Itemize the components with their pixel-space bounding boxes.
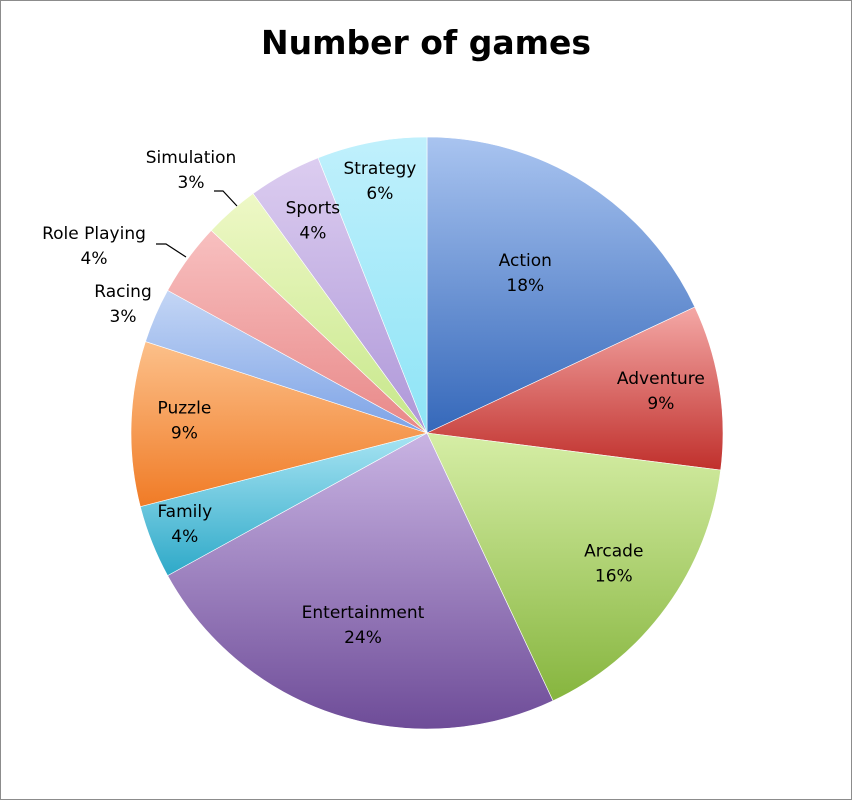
slice-label-family: Family (157, 502, 212, 522)
slice-value-role-playing: 4% (81, 249, 108, 269)
slice-value-arcade: 16% (595, 567, 633, 587)
slice-label-puzzle: Puzzle (158, 398, 212, 418)
slice-label-arcade: Arcade (584, 542, 643, 562)
pie-slice-puzzle (130, 341, 429, 507)
pie-slice-strategy (317, 136, 428, 434)
slice-value-action: 18% (506, 276, 544, 296)
slice-value-adventure: 9% (647, 394, 674, 414)
slice-value-sports: 4% (299, 224, 326, 244)
slice-label-racing: Racing (94, 282, 152, 302)
pie-slice-arcade (426, 432, 722, 702)
slice-label-action: Action (499, 251, 552, 271)
slice-label-strategy: Strategy (343, 159, 416, 179)
slice-value-racing: 3% (110, 307, 137, 327)
slice-label-sports: Sports (286, 199, 341, 219)
slice-value-puzzle: 9% (171, 423, 198, 443)
leader-line-simulation (214, 190, 238, 207)
slice-value-family: 4% (171, 527, 198, 547)
pie-slice-adventure (425, 306, 724, 471)
chart-title: Number of games (260, 23, 592, 62)
slice-label-simulation: Simulation (146, 148, 237, 168)
slice-label-adventure: Adventure (617, 369, 705, 389)
leader-line-role-playing (156, 243, 187, 258)
slice-label-role-playing: Role Playing (42, 224, 146, 244)
pie-slice-action (426, 136, 696, 434)
slice-value-simulation: 3% (178, 173, 205, 193)
slice-label-entertainment: Entertainment (302, 603, 425, 623)
pie-slice-entertainment (167, 432, 554, 730)
slice-value-entertainment: 24% (344, 628, 382, 648)
slice-value-strategy: 6% (366, 184, 393, 204)
